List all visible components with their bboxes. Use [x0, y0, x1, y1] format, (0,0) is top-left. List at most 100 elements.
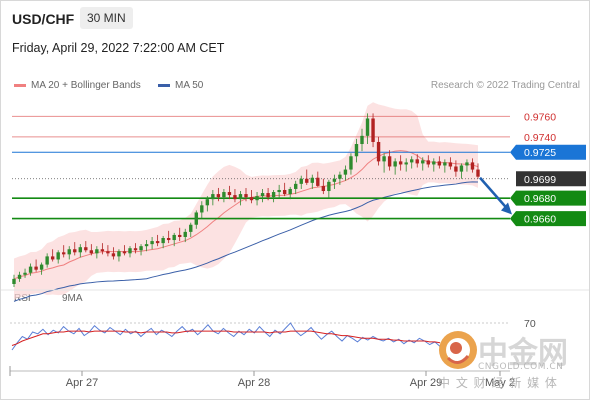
candle-body [354, 144, 359, 157]
candle-body [398, 161, 403, 165]
candle-body [432, 161, 436, 165]
legend-ma50: MA 50 [158, 80, 203, 91]
candle-body [216, 194, 221, 198]
candle-body [343, 169, 348, 175]
candle-body [310, 177, 314, 183]
candle-body [67, 249, 71, 255]
legend-ma20: MA 20 + Bollinger Bands [14, 80, 141, 91]
watermark-url: CNGOLD.COM.CN [478, 362, 564, 372]
level-label-support: 0.9660 [524, 214, 556, 226]
candle-body [144, 244, 149, 247]
candle-body [459, 165, 464, 172]
candle-body [288, 188, 292, 195]
level-tag-support [510, 190, 586, 206]
candle-body [415, 159, 419, 164]
candle-body [421, 160, 425, 164]
x-tick-label: Apr 27 [66, 377, 98, 389]
candle-body [139, 246, 143, 251]
candle-body [172, 234, 176, 241]
level-tag-pivot [510, 144, 586, 160]
ma50-label: MA 50 [175, 80, 204, 91]
candle-body [282, 189, 287, 195]
candle-body [382, 156, 386, 162]
ma50-line [13, 181, 479, 302]
candle-body [338, 174, 342, 179]
watermark-logo-swirl [446, 354, 470, 364]
candle-body [294, 183, 298, 189]
candle-body [299, 178, 303, 184]
candle-body [34, 266, 38, 270]
research-credit: Research © 2022 Trading Central [430, 80, 580, 91]
candle-body [387, 156, 392, 167]
candle-body [255, 196, 259, 201]
x-tick-label: Apr 29 [410, 377, 442, 389]
candle-body [465, 162, 469, 166]
candle-body [404, 162, 408, 165]
watermark-brand: 中金网 [478, 336, 568, 371]
candle-body [28, 266, 33, 273]
level-label-support: 0.9680 [524, 193, 556, 205]
candle-body [166, 238, 171, 241]
candle-body [437, 161, 442, 166]
candle-body [454, 166, 458, 172]
candle-body [161, 238, 165, 244]
candle-body [111, 253, 116, 257]
rsi-tick-70: 70 [524, 318, 536, 330]
level-tag-support [510, 211, 586, 227]
candle-body [50, 256, 55, 260]
candle-body [23, 272, 27, 275]
candle-body [448, 162, 453, 167]
candle-body [200, 205, 204, 213]
candle-body [62, 252, 66, 255]
candle-body [376, 141, 381, 162]
candle-body [73, 249, 77, 253]
watermark-tagline: 中 文 财 经 新 媒 体 [438, 376, 558, 390]
ma20-label: MA 20 + Bollinger Bands [31, 80, 141, 91]
candle-body [476, 169, 480, 177]
candle-body [106, 251, 110, 254]
candle-body [183, 231, 187, 237]
candle-body [128, 248, 132, 254]
candle-body [17, 274, 22, 279]
level-label-last-price: 0.9699 [524, 174, 556, 186]
candle-body [238, 194, 243, 200]
candle-body [227, 192, 232, 196]
candle-body [95, 249, 99, 254]
candle-body [365, 118, 370, 136]
candle-body [89, 250, 94, 254]
candle-body [249, 197, 254, 201]
ma20-swatch [14, 83, 26, 87]
ma50-swatch [158, 83, 170, 87]
candle-body [189, 224, 193, 232]
candle-body [12, 278, 16, 284]
candle-body [122, 251, 127, 254]
candle-body [260, 193, 265, 197]
candle-body [426, 160, 430, 165]
level-label-resistance: 0.9760 [524, 111, 556, 123]
candle-body [178, 234, 182, 237]
candle-body [100, 249, 105, 252]
candle-body [244, 194, 248, 198]
candle-body [443, 162, 447, 166]
watermark-logo [439, 331, 477, 369]
candle-body [78, 247, 82, 253]
candle-body [133, 248, 138, 251]
candle-body [84, 247, 88, 251]
candle-body [155, 241, 160, 244]
candle-body [410, 159, 414, 163]
candle-body [194, 212, 198, 225]
candle-body [470, 162, 475, 170]
candle-body [271, 192, 276, 198]
candle-body [371, 118, 375, 142]
candle-body [211, 194, 215, 200]
level-label-resistance: 0.9740 [524, 132, 556, 144]
candle-body [150, 241, 154, 245]
candle-body [321, 185, 326, 192]
candle-body [277, 189, 281, 193]
chart-datetime: Friday, April 29, 2022 7:22:00 AM CET [12, 41, 225, 55]
timeframe-badge[interactable]: 30 MIN [80, 7, 133, 29]
candle-body [393, 161, 397, 167]
watermark-logo-core [450, 342, 462, 354]
candle-body [349, 156, 353, 170]
